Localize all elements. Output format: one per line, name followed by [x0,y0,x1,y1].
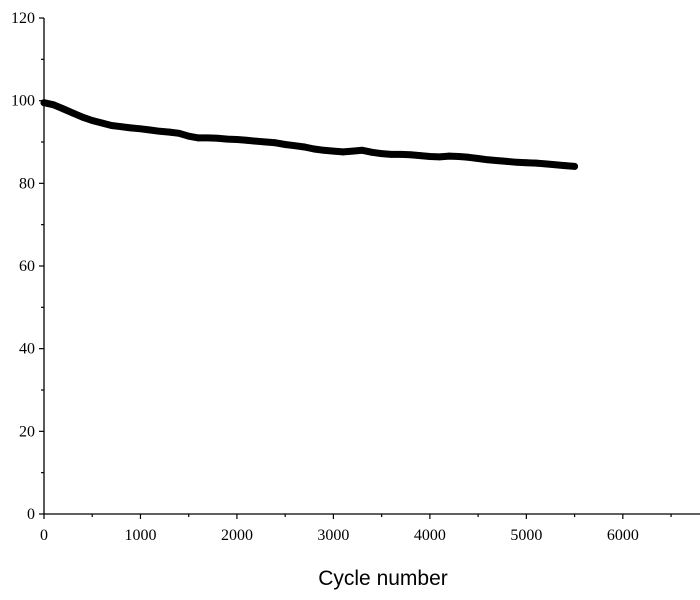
data-point [474,155,482,162]
data-point [378,150,386,157]
data-point [339,148,347,156]
data-point [69,109,77,117]
data-point [156,127,164,135]
y-ticks: 0 20 40 60 80 100 120 [11,10,44,523]
data-point [214,134,222,142]
data-point [349,147,357,155]
data-point [465,153,472,161]
data-point [175,129,183,137]
data-point [561,162,569,169]
x-tick-label: 4000 [414,527,446,544]
data-point [108,122,115,129]
data-point [185,132,193,140]
data-point [146,126,154,134]
data-point [426,153,434,160]
data-point [320,146,328,154]
data-point [50,101,58,109]
data-point [445,152,453,160]
data-point [98,119,106,127]
data-point [233,136,241,143]
x-ticks: 0 1000 2000 3000 4000 5000 6000 [40,514,672,544]
y-tick-label: 80 [19,175,35,192]
y-tick-label: 60 [19,258,35,275]
data-point [281,141,289,148]
data-point [79,113,86,121]
data-point [522,159,530,167]
data-point [368,148,376,156]
data-point [542,160,550,168]
data-point [416,152,424,160]
data-point [137,125,144,133]
data-point [397,151,405,158]
data-point [551,161,559,169]
x-axis-title: Cycle number [318,567,448,590]
data-point [117,123,125,131]
data-point [40,99,48,107]
data-point [455,153,463,160]
data-point [243,136,250,144]
data-point [532,159,540,167]
data-point [204,134,212,142]
data-point [291,142,299,150]
data-point [272,139,279,147]
data-point [513,158,521,166]
x-tick-label: 5000 [510,527,542,544]
x-tick-label: 1000 [124,527,156,544]
y-tick-label: 0 [27,506,35,523]
data-point [88,117,96,124]
x-tick-label: 6000 [607,527,639,544]
series-line [40,99,579,170]
data-point [330,147,337,155]
x-tick-label: 0 [40,527,48,544]
data-point [494,157,501,165]
x-tick-label: 2000 [221,527,253,544]
data-point [503,158,511,165]
series-layer [40,99,579,170]
x-tick-label: 3000 [317,527,349,544]
data-point [436,153,443,161]
data-point [310,145,318,153]
data-point [484,156,492,164]
data-point [262,138,270,146]
data-point [387,151,395,158]
data-point [252,137,260,145]
data-point [223,135,231,143]
data-point [358,146,366,154]
data-point [166,128,173,136]
y-tick-label: 120 [11,10,35,27]
y-tick-label: 40 [19,341,35,358]
data-point [571,162,578,170]
data-point [407,151,414,159]
data-point [301,143,308,151]
data-point [194,134,202,142]
y-tick-label: 100 [11,93,35,110]
data-point [127,124,135,132]
y-tick-label: 20 [19,423,35,440]
data-point [59,105,67,113]
